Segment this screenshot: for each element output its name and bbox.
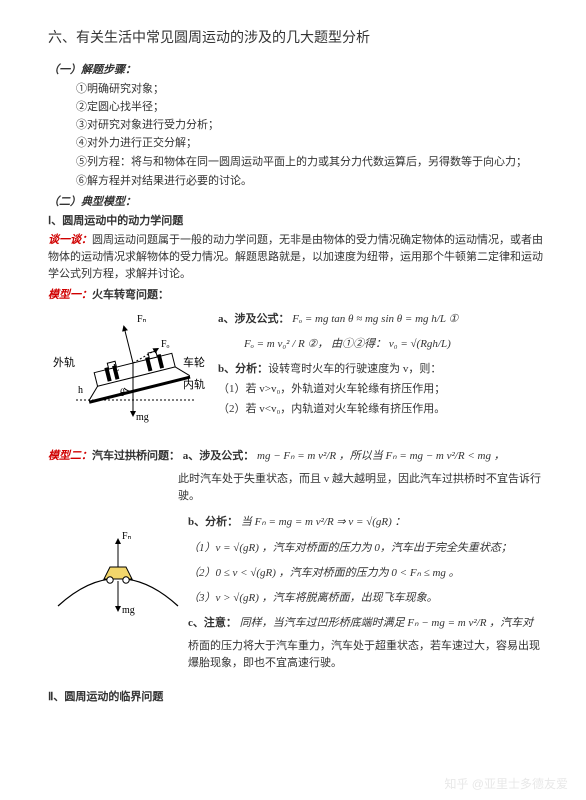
svg-text:mg: mg — [136, 412, 149, 423]
main-title: 六、有关生活中常见圆周运动的涉及的几大题型分析 — [48, 28, 548, 50]
step-item: ③对研究对象进行受力分析； — [76, 117, 548, 134]
model1-header: 模型一：火车转弯问题： — [48, 287, 548, 304]
step-item: ④对外力进行正交分解； — [76, 135, 548, 152]
b-text: 设转弯时火车的行驶速度为 v，则： — [268, 363, 441, 375]
svg-text:车轮: 车轮 — [183, 355, 205, 369]
subsection1-heading: Ⅰ、圆周运动中的动力学问题 — [48, 213, 548, 230]
c-text: 同样，当汽车过凹形桥底端时满足 Fₙ − mg = m v²/R ，汽车对 — [240, 617, 534, 629]
svg-text:内轨: 内轨 — [183, 377, 205, 391]
model2-text: b、分析： 当 Fₙ = mg = m v²/R ⇒ v = √(gR) ： （… — [188, 511, 548, 674]
step-item: ⑤列方程：将与和物体在同一圆周运动平面上的力或其分力代数运算后，另得数等于向心力… — [48, 154, 548, 171]
formula: Fₒ = m v₀² / R ②， 由①②得： v₀ = √(Rgh/L) — [244, 336, 548, 353]
step-item: ⑥解方程并对结果进行必要的讨论。 — [76, 173, 548, 190]
model2-row: Fₙ mg b、分析： 当 Fₙ = mg = m v²/R ⇒ v = √(g… — [48, 511, 548, 674]
model1-label: 模型一： — [48, 289, 92, 301]
model2-header: 模型二：汽车过拱桥问题： a、涉及公式： mg − Fₙ = m v²/R ，所… — [48, 448, 548, 465]
bridge-diagram: Fₙ mg — [48, 511, 188, 637]
c-label: c、注意： — [188, 617, 237, 629]
svg-text:L: L — [113, 363, 119, 374]
model1-row: Fₙ Fₒ 外轨 车轮 内轨 h L θ mg a、涉及公式： Fₒ = mg … — [48, 308, 548, 434]
formula: mg − Fₙ = m v²/R ，所以当 Fₙ = mg − m v²/R <… — [257, 450, 505, 462]
svg-text:Fₙ: Fₙ — [137, 314, 147, 325]
talk-text: 圆周运动问题属于一般的动力学问题，无非是由物体的受力情况确定物体的运动情况，或者… — [48, 234, 543, 280]
model1-name: 火车转弯问题： — [92, 289, 169, 301]
a-label: a、涉及公式： — [183, 450, 255, 462]
c-text2: 桥面的压力将大于汽车重力，汽车处于超重状态，若车速过大，容易出现爆胎现象，即也不… — [188, 638, 548, 672]
analysis-item: （1）v = √(gR) ，汽车对桥面的压力为 0，汽车出于完全失重状态； — [188, 540, 548, 557]
talk-label: 谈一谈： — [48, 234, 92, 246]
steps-list: ①明确研究对象； ②定圆心找半径； ③对研究对象进行受力分析； ④对外力进行正交… — [76, 81, 548, 152]
svg-text:Fₒ: Fₒ — [161, 339, 170, 350]
watermark: 知乎 @亚里士多德友爱 — [444, 775, 568, 792]
section2-heading: （二）典型模型： — [48, 194, 548, 211]
model2-name: 汽车过拱桥问题： — [92, 450, 180, 462]
formula: 当 Fₙ = mg = m v²/R ⇒ v = √(gR) ： — [241, 516, 406, 528]
svg-text:外轨: 外轨 — [53, 355, 75, 369]
section1-heading: （一）解题步骤： — [48, 62, 548, 79]
svg-text:mg: mg — [122, 605, 135, 616]
document-page: 六、有关生活中常见圆周运动的涉及的几大题型分析 （一）解题步骤： ①明确研究对象… — [0, 0, 586, 716]
analysis-item: （2）若 v<v₀，内轨道对火车轮缘有挤压作用。 — [218, 401, 548, 418]
step-item: ②定圆心找半径； — [76, 99, 548, 116]
subsection2-heading: Ⅱ、圆周运动的临界问题 — [48, 689, 548, 706]
analysis-item: （3）v > √(gR) ，汽车将脱离桥面，出现飞车现象。 — [188, 590, 548, 607]
svg-text:h: h — [78, 385, 83, 396]
talk-paragraph: 谈一谈：圆周运动问题属于一般的动力学问题，无非是由物体的受力情况确定物体的运动情… — [48, 232, 548, 283]
step-item: ①明确研究对象； — [76, 81, 548, 98]
svg-text:Fₙ: Fₙ — [122, 531, 132, 542]
analysis-item: （1）若 v>v₀，外轨道对火车轮缘有挤压作用； — [218, 381, 548, 398]
model2-label: 模型二： — [48, 450, 92, 462]
formula: Fₒ = mg tan θ ≈ mg sin θ = mg h/L ① — [292, 313, 458, 325]
analysis-item: （2）0 ≤ v < √(gR) ，汽车对桥面的压力为 0 < Fₙ ≤ mg … — [188, 565, 548, 582]
b-label: b、分析： — [188, 516, 238, 528]
a-text: 此时汽车处于失重状态，而且 v 越大越明显，因此汽车过拱桥时不宜告诉行驶。 — [178, 471, 548, 505]
b-label: b、分析： — [218, 363, 268, 375]
a-label: a、涉及公式： — [218, 313, 290, 325]
svg-text:θ: θ — [120, 388, 125, 399]
train-diagram: Fₙ Fₒ 外轨 车轮 内轨 h L θ mg — [48, 308, 218, 434]
model1-text: a、涉及公式： Fₒ = mg tan θ ≈ mg sin θ = mg h/… — [218, 308, 548, 421]
